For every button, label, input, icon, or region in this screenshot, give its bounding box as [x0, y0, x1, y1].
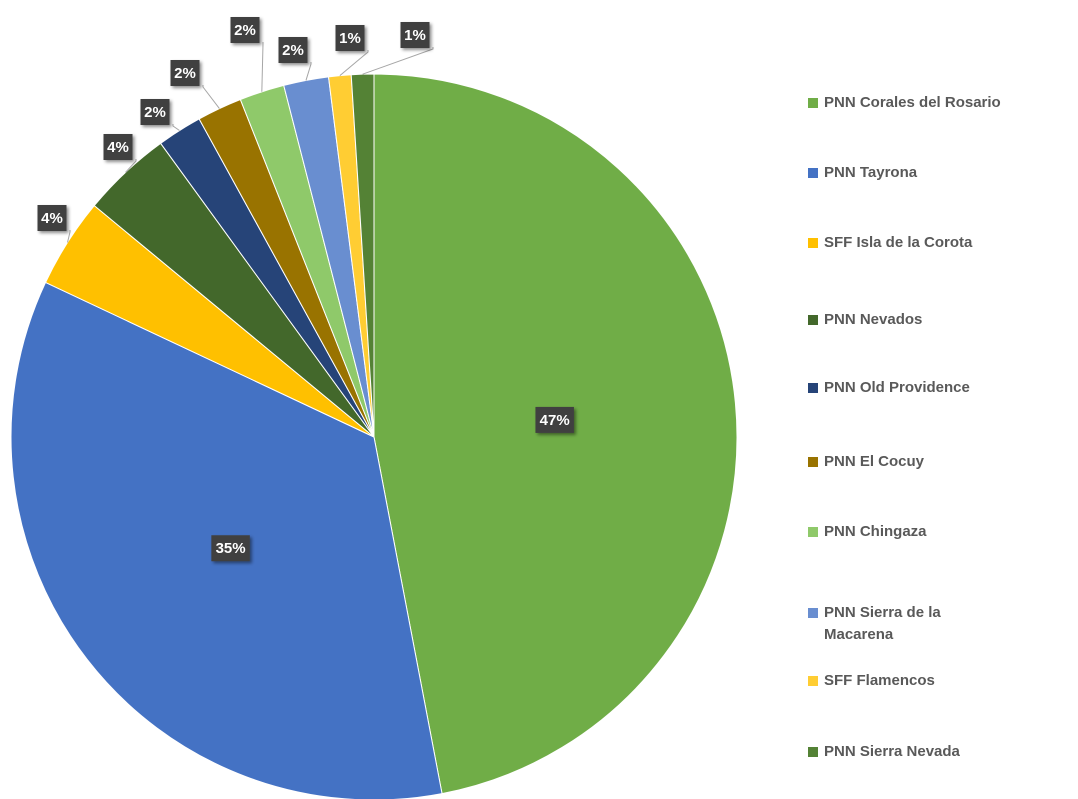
legend-label: PNN Old Providence [824, 379, 970, 396]
leader-line [362, 47, 434, 75]
legend-label-line: PNN Sierra de la [824, 604, 941, 621]
legend-label: PNN Tayrona [824, 164, 918, 181]
data-label-box [103, 134, 133, 160]
data-label: 2% [282, 42, 304, 59]
legend-swatch [808, 608, 818, 618]
legend-swatch [808, 315, 818, 325]
data-label: 2% [234, 22, 256, 39]
leader-line [305, 62, 312, 81]
legend-label: SFF Isla de la Corota [824, 234, 973, 251]
data-label-box [278, 37, 308, 63]
data-label-box [535, 406, 574, 433]
leader-line [202, 85, 220, 109]
pie-slice [350, 73, 375, 438]
data-label-box [400, 22, 430, 48]
pie-slice [373, 73, 738, 795]
legend-label-line: Macarena [824, 626, 894, 643]
data-label: 2% [144, 104, 166, 121]
data-label-box [37, 205, 67, 231]
data-label: 4% [41, 210, 63, 227]
legend-label: SFF Flamencos [824, 672, 935, 689]
data-label: 4% [107, 139, 129, 156]
leader-line [125, 159, 137, 173]
legend-swatch [808, 238, 818, 248]
legend-swatch [808, 457, 818, 467]
legend-label: PNN Sierra de la Macarena [824, 604, 941, 643]
legend-swatch [808, 98, 818, 108]
data-label-box [211, 535, 250, 562]
data-label: 1% [404, 27, 426, 44]
data-label-box [230, 17, 260, 43]
data-label-box [140, 99, 170, 125]
legend-swatch [808, 527, 818, 537]
leader-line [339, 50, 369, 76]
data-label-box [335, 25, 365, 51]
legend-swatch [808, 383, 818, 393]
leader-line [172, 124, 180, 131]
leader-line [67, 230, 71, 243]
data-label: 35% [216, 540, 246, 557]
legend-swatch [808, 747, 818, 757]
data-label: 2% [174, 65, 196, 82]
legend-swatch [808, 168, 818, 178]
data-labels: 47% 35% 4% 4% 2% 2% 2% 2% 1% 1% [37, 17, 574, 562]
data-label-box [170, 60, 200, 86]
legend-label: PNN Sierra Nevada [824, 743, 961, 760]
pie [10, 73, 738, 799]
data-label: 1% [339, 30, 361, 47]
legend-label: PNN El Cocuy [824, 453, 925, 470]
leader-line [261, 42, 264, 92]
legend-swatch [808, 676, 818, 686]
legend-label: PNN Chingaza [824, 523, 927, 540]
legend: PNN Corales del Rosario PNN Tayrona SFF Is… [808, 94, 1001, 760]
data-label: 47% [540, 412, 570, 429]
legend-label: PNN Nevados [824, 311, 922, 328]
legend-label: PNN Corales del Rosario [824, 94, 1001, 111]
